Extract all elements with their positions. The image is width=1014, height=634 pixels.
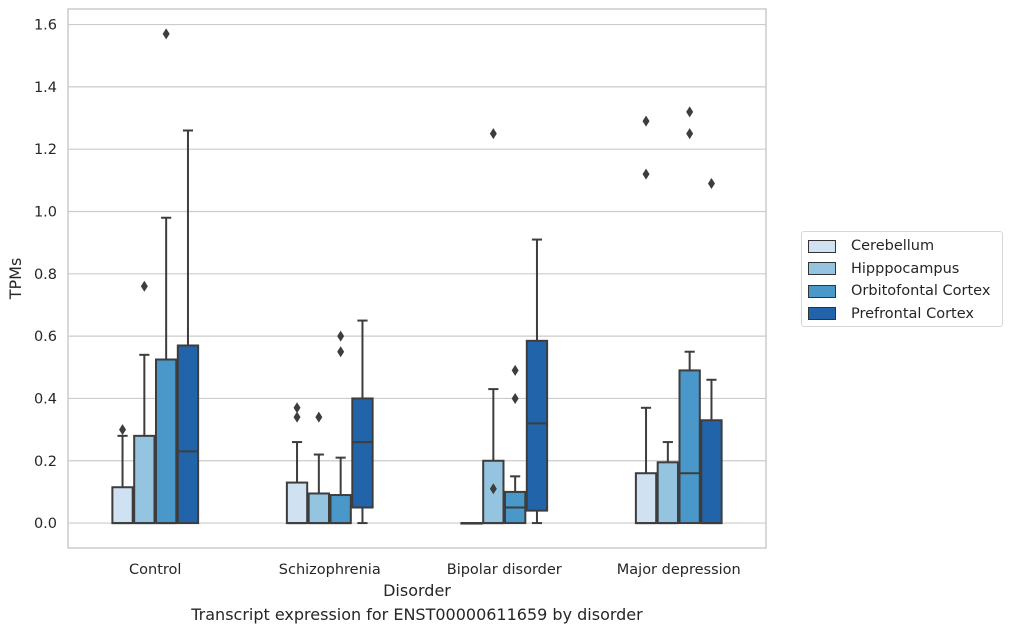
legend-label: Cerebellum bbox=[851, 238, 935, 255]
axes-frame bbox=[67, 8, 767, 549]
box bbox=[634, 472, 658, 525]
legend-swatch-orbitofrontal bbox=[808, 284, 836, 298]
x-tick-label: Schizophrenia bbox=[279, 562, 381, 578]
y-tick-label: 1.4 bbox=[34, 80, 57, 96]
outlier-point bbox=[642, 115, 650, 127]
figure-caption: Transcript expression for ENST0000061165… bbox=[191, 605, 643, 624]
box bbox=[307, 492, 330, 525]
y-tick-label: 1.2 bbox=[34, 142, 57, 158]
outlier-point bbox=[119, 424, 127, 436]
legend-swatch-cerebellum bbox=[808, 239, 836, 253]
box bbox=[700, 419, 723, 525]
outlier-point bbox=[686, 128, 694, 140]
y-tick-label: 0.6 bbox=[34, 329, 57, 345]
legend-item: Prefrontal Cortex bbox=[808, 303, 1002, 326]
outlier-point bbox=[642, 168, 650, 180]
legend-swatch-prefrontal bbox=[808, 307, 836, 321]
outlier-point bbox=[140, 280, 148, 292]
legend-label: Orbitofontal Cortex bbox=[851, 283, 991, 300]
outlier-point bbox=[489, 128, 497, 140]
box bbox=[656, 461, 679, 525]
y-tick-label: 0.4 bbox=[34, 391, 57, 407]
box bbox=[525, 339, 549, 512]
outlier-point bbox=[162, 28, 170, 40]
outlier-point bbox=[315, 411, 323, 423]
y-tick-label: 0.0 bbox=[34, 516, 57, 532]
outlier-point bbox=[511, 364, 519, 376]
legend-item: Orbitofontal Cortex bbox=[808, 280, 1002, 303]
outlier-point bbox=[489, 483, 497, 495]
outlier-point bbox=[686, 106, 694, 118]
y-tick-label: 1.0 bbox=[34, 205, 57, 221]
legend-item: Cerebellum bbox=[808, 235, 1002, 258]
x-tick-label: Bipolar disorder bbox=[447, 562, 562, 578]
box bbox=[329, 494, 352, 525]
box bbox=[133, 434, 156, 525]
outlier-point bbox=[293, 411, 301, 423]
outlier-point bbox=[707, 177, 715, 189]
outlier-point bbox=[511, 392, 519, 404]
y-tick-label: 1.6 bbox=[34, 18, 57, 34]
box bbox=[155, 358, 178, 525]
box bbox=[285, 481, 309, 525]
outlier-point bbox=[337, 330, 345, 342]
x-tick-label: Major depression bbox=[617, 562, 741, 578]
legend-swatch-hippocampus bbox=[808, 262, 836, 276]
outlier-point bbox=[337, 346, 345, 358]
outlier-point bbox=[293, 402, 301, 414]
y-tick-label: 0.8 bbox=[34, 267, 57, 283]
legend: Cerebellum Hipppocampus Orbitofontal Cor… bbox=[801, 231, 1003, 327]
box bbox=[678, 369, 701, 525]
y-tick-label: 0.2 bbox=[34, 454, 57, 470]
legend-item: Hipppocampus bbox=[808, 258, 1002, 281]
legend-label: Prefrontal Cortex bbox=[851, 305, 974, 322]
box bbox=[176, 344, 200, 525]
x-tick-label: Control bbox=[129, 562, 181, 578]
legend-label: Hipppocampus bbox=[851, 260, 960, 277]
box bbox=[111, 486, 134, 525]
y-axis-label: TPMs bbox=[6, 258, 25, 301]
x-axis-label: Disorder bbox=[383, 581, 451, 600]
box bbox=[351, 397, 374, 509]
